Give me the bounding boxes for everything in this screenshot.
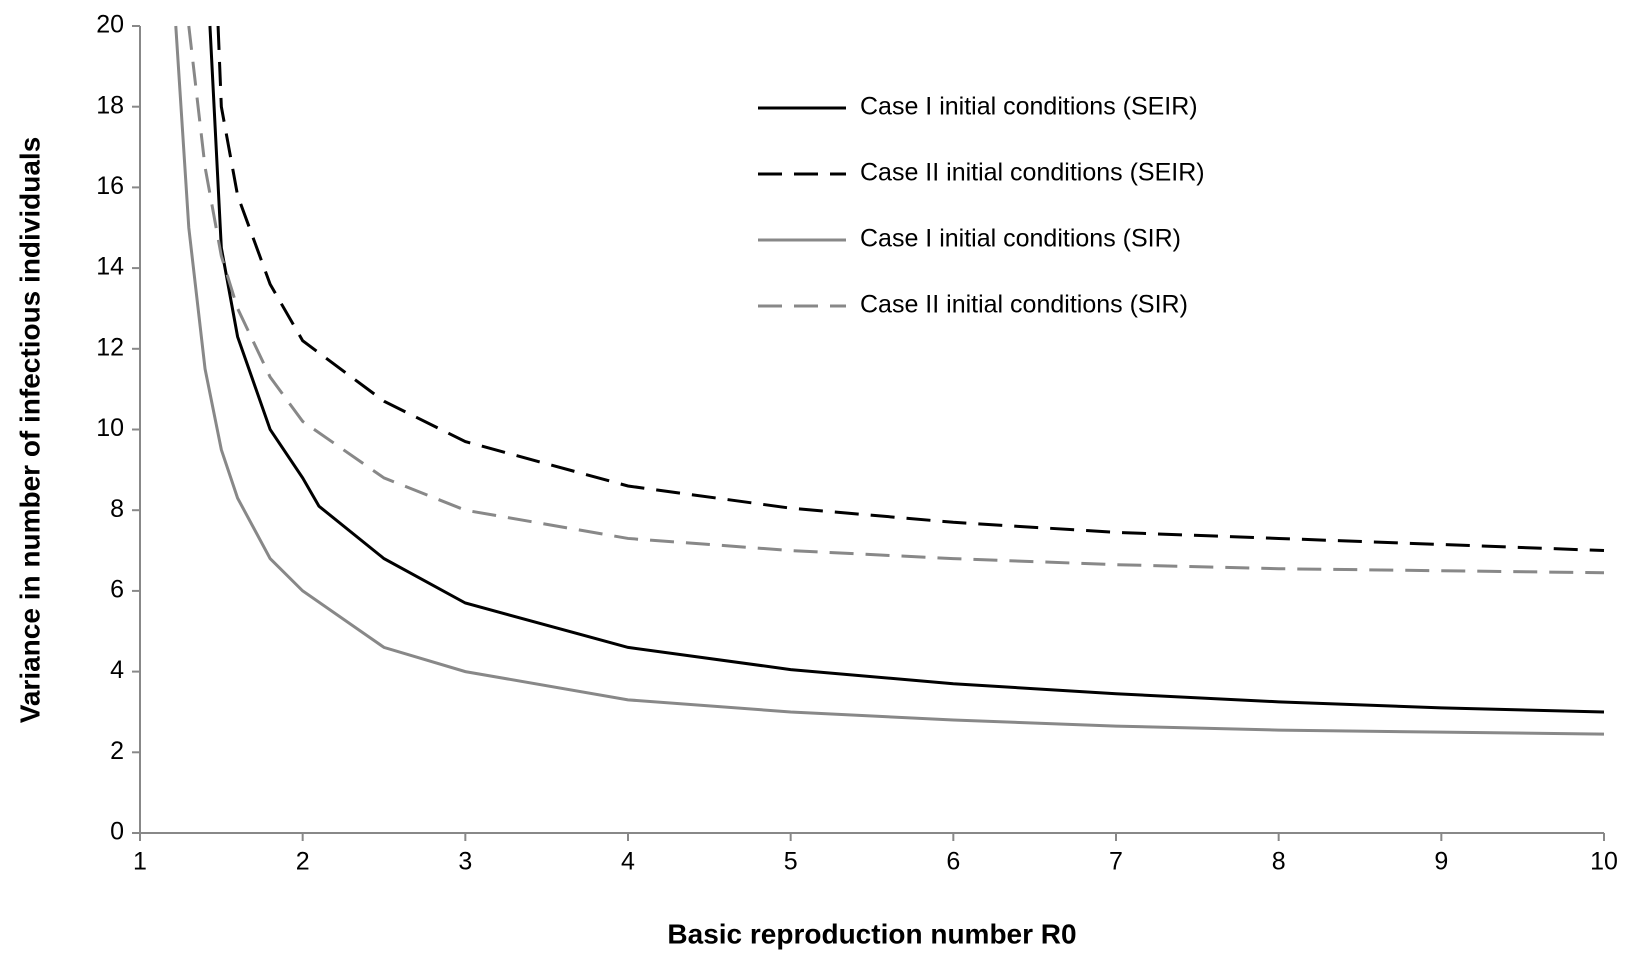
x-tick-label: 2: [296, 848, 310, 876]
y-tick-label: 6: [110, 576, 124, 604]
x-tick-label: 10: [1590, 848, 1618, 876]
y-tick-label: 12: [96, 333, 124, 361]
series-line: [208, 25, 1605, 714]
series-line: [216, 25, 1605, 553]
y-tick-label: 20: [96, 11, 124, 39]
y-tick-label: 8: [110, 495, 124, 523]
series-line: [174, 25, 1605, 736]
x-axis-title: Basic reproduction number R0: [667, 918, 1076, 949]
y-tick-label: 16: [96, 172, 124, 200]
legend-label: Case II initial conditions (SIR): [860, 291, 1188, 319]
x-tick-label: 9: [1434, 848, 1448, 876]
y-tick-label: 2: [110, 737, 124, 765]
x-tick-label: 4: [621, 848, 635, 876]
legend-label: Case I initial conditions (SEIR): [860, 93, 1198, 121]
x-tick-label: 6: [946, 848, 960, 876]
x-tick-label: 8: [1272, 848, 1286, 876]
x-tick-label: 1: [133, 848, 147, 876]
x-tick-label: 7: [1109, 848, 1123, 876]
y-tick-label: 18: [96, 91, 124, 119]
y-tick-label: 10: [96, 414, 124, 442]
y-axis-title: Variance in number of infectious individ…: [14, 137, 45, 724]
x-tick-label: 5: [784, 848, 798, 876]
y-tick-label: 4: [110, 656, 124, 684]
y-tick-label: 14: [96, 253, 124, 281]
x-tick-label: 3: [458, 848, 472, 876]
legend-label: Case I initial conditions (SIR): [860, 225, 1181, 253]
y-tick-label: 0: [110, 818, 124, 846]
legend-label: Case II initial conditions (SEIR): [860, 159, 1205, 187]
